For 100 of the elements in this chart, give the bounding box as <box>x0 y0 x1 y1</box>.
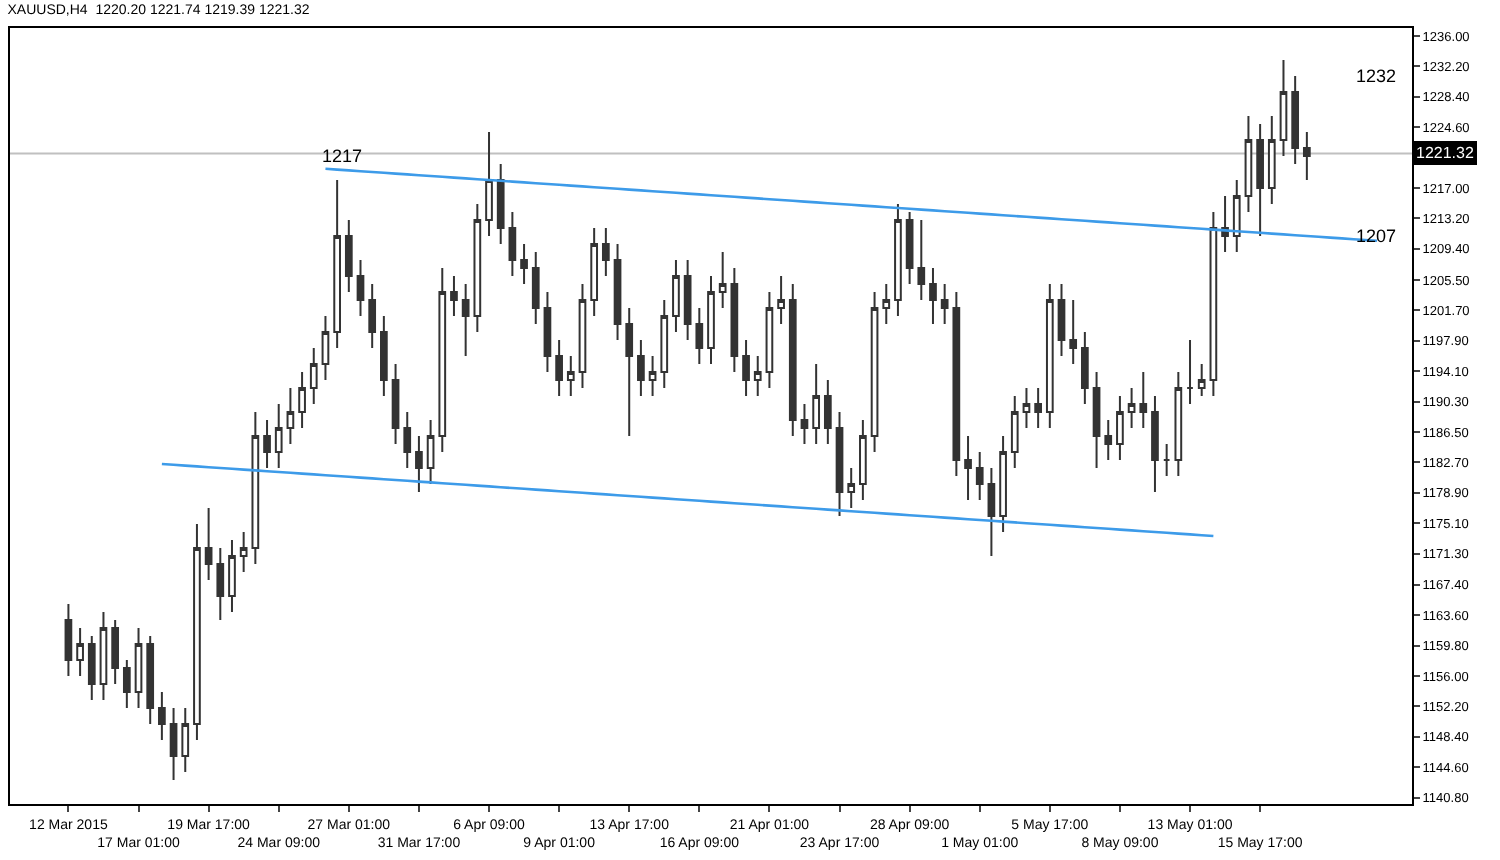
candlestick <box>391 363 400 445</box>
candlestick <box>111 619 120 685</box>
candlestick <box>426 419 435 485</box>
candlestick <box>286 387 295 445</box>
candlestick <box>1174 371 1183 477</box>
candlestick <box>707 275 715 365</box>
line-series <box>160 462 1215 538</box>
candlestick <box>298 371 306 429</box>
candlestick <box>193 523 201 741</box>
candlestick <box>122 659 131 709</box>
candlestick <box>648 355 657 397</box>
candlestick <box>520 243 528 285</box>
candlestick <box>660 299 669 389</box>
candlestick <box>543 291 552 373</box>
candlestick <box>344 219 353 293</box>
candlestick <box>1045 283 1054 429</box>
candlestick <box>788 283 797 437</box>
candlestick <box>1186 339 1194 405</box>
candlestick <box>1057 283 1066 357</box>
candlestick <box>263 419 271 469</box>
candlestick <box>76 627 84 677</box>
candlestick <box>777 275 785 325</box>
candlestick <box>882 283 891 325</box>
candlestick <box>1139 371 1148 429</box>
candlestick <box>485 131 493 237</box>
candlestick <box>672 259 680 333</box>
candlestick <box>765 291 774 389</box>
candlestick <box>1034 387 1042 429</box>
candlestick <box>356 259 365 317</box>
candlestick <box>1267 115 1276 205</box>
candlestick <box>1209 211 1218 397</box>
candlestick <box>181 707 190 773</box>
candlestick <box>204 507 213 581</box>
candlestick <box>859 419 867 501</box>
candlestick <box>531 251 540 325</box>
candlestick <box>64 603 73 677</box>
candlestick <box>368 283 377 349</box>
candlestick <box>216 547 225 621</box>
candlestick <box>718 251 727 309</box>
candlestick <box>929 267 937 325</box>
candlestick <box>753 355 762 397</box>
candlestick <box>1092 371 1101 469</box>
candlestick <box>508 211 517 277</box>
candlestick <box>1127 387 1136 429</box>
ref-line-label: 1221.32 <box>1416 144 1475 162</box>
annotation: 1217 <box>322 146 363 166</box>
candlestick <box>823 379 832 445</box>
candlestick <box>1010 395 1019 469</box>
candlestick <box>1116 395 1124 461</box>
candlestick <box>146 635 155 725</box>
candlestick <box>1302 131 1311 181</box>
candlestick <box>496 163 505 245</box>
candlestick <box>1162 443 1171 477</box>
candlestick <box>321 315 330 381</box>
candlestick <box>158 691 166 741</box>
candlestick <box>637 339 645 397</box>
annotation: 1232 <box>1356 66 1397 86</box>
candlestick <box>812 363 821 445</box>
candlestick <box>1081 331 1089 405</box>
candlestick <box>964 435 972 501</box>
candlestick <box>1244 115 1253 213</box>
candlestick <box>999 435 1007 533</box>
candlestick <box>601 227 610 277</box>
candlestick <box>975 451 984 501</box>
candlestick <box>99 611 108 701</box>
candlestick <box>555 339 563 397</box>
candlestick <box>1232 179 1241 253</box>
annotation: 1207 <box>1356 226 1397 246</box>
candlestick <box>380 315 388 397</box>
candlestick <box>1279 59 1288 157</box>
candlestick <box>228 539 236 613</box>
candlestick <box>333 179 341 349</box>
candlestick <box>169 707 178 781</box>
candlestick <box>590 227 599 317</box>
candlestick <box>87 635 96 701</box>
candlestick <box>800 403 809 445</box>
candlestick <box>438 267 447 453</box>
candlestick <box>1197 363 1206 397</box>
candlestick <box>1022 387 1031 429</box>
candlestick <box>450 275 458 317</box>
candlestick <box>134 627 143 709</box>
candlestick <box>613 243 622 341</box>
candlestick <box>309 347 318 405</box>
candlestick <box>578 283 587 389</box>
candlestick <box>403 411 412 469</box>
candlestick <box>730 267 739 373</box>
candlestick <box>987 467 996 557</box>
candlestick <box>274 403 283 469</box>
candlestick <box>1069 299 1078 365</box>
candlestick <box>1104 419 1113 461</box>
candlestick <box>1256 123 1264 237</box>
candlestick <box>415 435 423 493</box>
candlestick <box>917 219 926 301</box>
candlestick <box>566 355 575 397</box>
candlestick <box>894 203 902 317</box>
candlestick <box>742 339 750 397</box>
candlestick <box>625 307 634 437</box>
candlestick <box>847 467 856 509</box>
candlestick <box>905 211 914 285</box>
candlestick <box>1291 75 1300 165</box>
